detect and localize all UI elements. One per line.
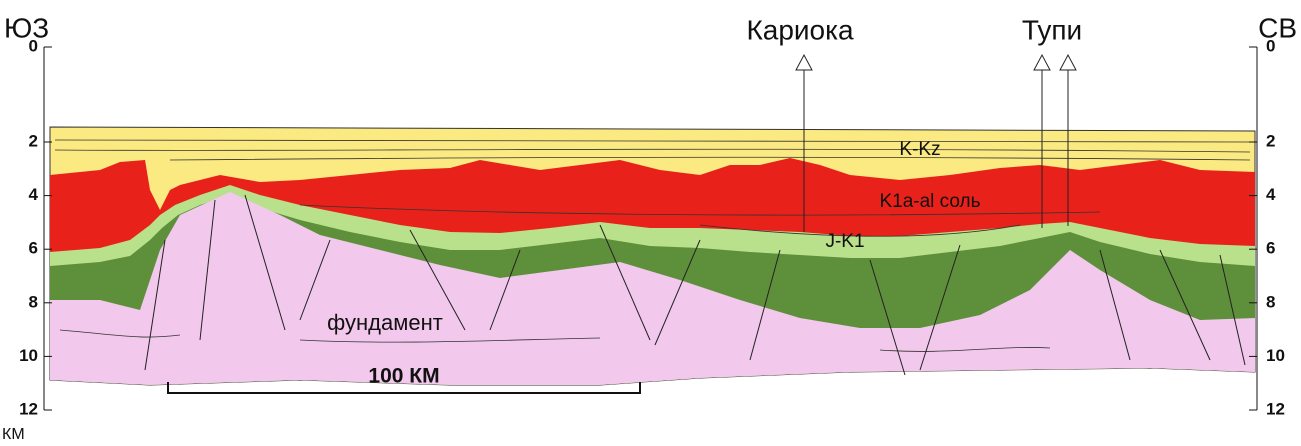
tick-label: 8 bbox=[29, 292, 38, 311]
tick-label: 10 bbox=[19, 346, 38, 365]
well-label: Кариока bbox=[746, 14, 854, 45]
well-label: Тупи bbox=[1022, 14, 1082, 45]
tick-label: 4 bbox=[1266, 185, 1276, 204]
orientation-right: СВ bbox=[1258, 12, 1297, 43]
tick-label: 6 bbox=[1266, 239, 1275, 258]
tick-label: 12 bbox=[1266, 399, 1285, 418]
tick-label: 4 bbox=[29, 185, 39, 204]
tick-label: 2 bbox=[1266, 131, 1275, 150]
axis-unit: КМ bbox=[2, 426, 25, 443]
tick-label: 12 bbox=[19, 399, 38, 418]
tick-label: 10 bbox=[1266, 346, 1285, 365]
cross-section: Кариока Тупи ЮЗ СВ K-Kz K1a-al соль J-K1… bbox=[0, 0, 1301, 446]
layer-label: K1a-al соль bbox=[879, 191, 980, 212]
well-marker bbox=[1060, 55, 1076, 70]
well-marker bbox=[796, 55, 812, 70]
layer-label: K-Kz bbox=[899, 139, 940, 160]
tick-label: 0 bbox=[1266, 36, 1275, 55]
orientation-left: ЮЗ bbox=[4, 12, 49, 43]
tick-label: 2 bbox=[29, 131, 38, 150]
tick-label: 6 bbox=[29, 239, 38, 258]
well-marker bbox=[1034, 55, 1050, 70]
layer-label: фундамент bbox=[327, 310, 443, 335]
tick-label: 8 bbox=[1266, 292, 1275, 311]
scale-bar-label: 100 КМ bbox=[368, 365, 439, 388]
tick-label: 0 bbox=[29, 36, 38, 55]
layer-label: J-K1 bbox=[825, 231, 864, 252]
layers bbox=[50, 127, 1255, 385]
